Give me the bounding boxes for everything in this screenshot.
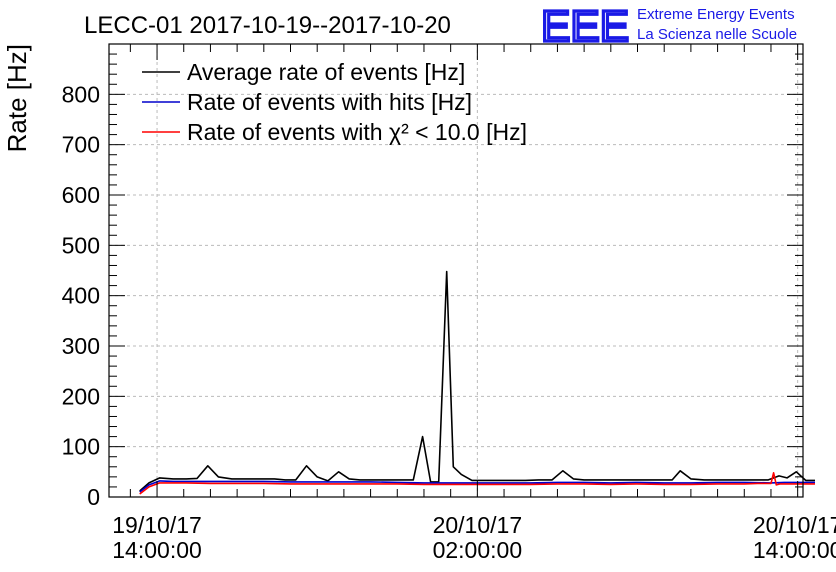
brand-line-1: Extreme Energy Events bbox=[637, 6, 795, 23]
y-tick-label: 100 bbox=[62, 434, 100, 460]
y-tick-label: 0 bbox=[87, 484, 100, 510]
y-tick-label: 400 bbox=[62, 283, 100, 309]
x-tick-label-time: 14:00:00 bbox=[753, 537, 836, 563]
y-tick-label: 600 bbox=[62, 182, 100, 208]
brand-logo: EEE Extreme Energy Events La Scienza nel… bbox=[539, 0, 797, 52]
series-lines bbox=[139, 270, 815, 495]
x-tick-label-date: 20/10/17 bbox=[433, 512, 523, 538]
x-tick-label-date: 20/10/17 bbox=[753, 512, 836, 538]
legend: Average rate of events [Hz] Rate of event… bbox=[142, 59, 527, 145]
brand-line-2: La Scienza nelle Scuole bbox=[637, 26, 797, 43]
chart-title: LECC-01 2017-10-19--2017-10-20 bbox=[84, 12, 451, 39]
y-tick-label: 300 bbox=[62, 333, 100, 359]
x-tick-label-time: 14:00:00 bbox=[112, 537, 202, 563]
series-line-3 bbox=[139, 471, 815, 495]
plot-frame bbox=[108, 43, 804, 498]
grid-lines bbox=[109, 44, 803, 497]
y-tick-label: 500 bbox=[62, 232, 100, 258]
series-line-2 bbox=[139, 480, 815, 493]
y-axis-label: Rate [Hz] bbox=[2, 44, 32, 152]
y-tick-label: 200 bbox=[62, 383, 100, 409]
axis-ticks bbox=[109, 44, 803, 498]
y-tick-label: 700 bbox=[62, 132, 100, 158]
x-tick-label-date: 19/10/17 bbox=[112, 512, 202, 538]
series-line-1 bbox=[139, 270, 815, 492]
legend-label-1: Average rate of events [Hz] bbox=[187, 59, 465, 85]
legend-label-3: Rate of events with χ² < 10.0 [Hz] bbox=[187, 119, 527, 145]
axis-tick-labels: 010020030040050060070080019/10/1714:00:0… bbox=[62, 81, 836, 563]
y-tick-label: 800 bbox=[62, 81, 100, 107]
eee-logo-text: EEE bbox=[541, 2, 629, 51]
x-tick-label-time: 02:00:00 bbox=[433, 537, 523, 563]
legend-label-2: Rate of events with hits [Hz] bbox=[187, 89, 472, 115]
